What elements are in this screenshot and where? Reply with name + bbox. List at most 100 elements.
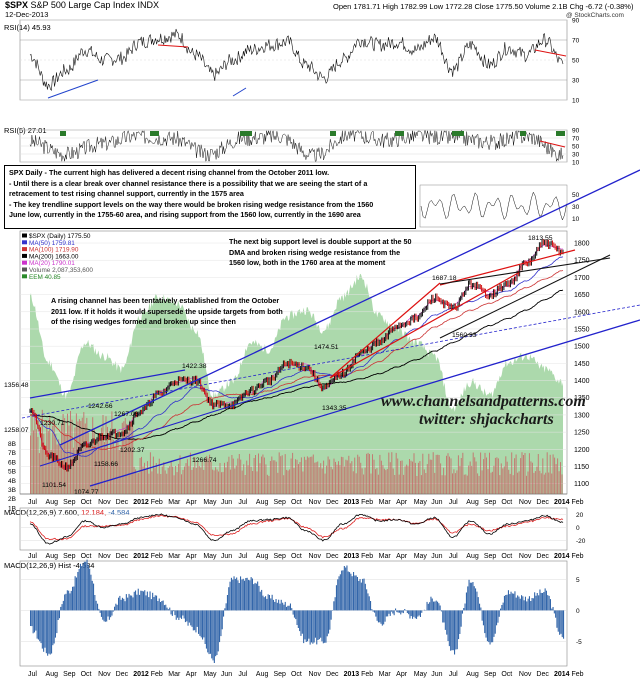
macd-signal-line xyxy=(29,514,564,541)
price-label: 1101.54 xyxy=(42,482,66,489)
price-x-label: 2012 xyxy=(133,499,149,506)
hist-bar xyxy=(427,603,429,611)
price-x-label: Oct xyxy=(81,499,92,506)
hist-bar xyxy=(346,565,348,611)
volume-bar xyxy=(139,458,141,494)
hist-bar xyxy=(91,580,93,611)
header-symbol: $SPX xyxy=(5,0,29,10)
hist-bar xyxy=(521,595,523,611)
volume-bar xyxy=(423,469,425,494)
hist-bar xyxy=(539,589,541,611)
hist-bar xyxy=(320,610,322,638)
volume-bar xyxy=(352,471,354,494)
macd-x-label: Mar xyxy=(379,553,392,560)
price-x-label: Jun xyxy=(431,499,442,506)
hist-tick: -5 xyxy=(576,639,582,646)
hist-bar xyxy=(106,610,108,622)
volume-bar xyxy=(149,452,151,494)
hist-bar xyxy=(57,610,59,620)
hist-bar xyxy=(419,610,421,617)
volume-bar xyxy=(293,468,295,494)
volume-bar xyxy=(75,413,77,494)
hist-bar xyxy=(270,598,272,611)
volume-bar xyxy=(524,453,526,494)
volume-bar xyxy=(92,417,94,494)
hist-bar xyxy=(316,610,318,645)
price-label: 1356.48 xyxy=(4,382,29,389)
volume-bar xyxy=(178,463,180,494)
hist-bar xyxy=(152,592,154,611)
macd-x-label: Aug xyxy=(466,553,479,560)
hist-bar xyxy=(370,601,372,611)
volume-bar xyxy=(502,468,504,494)
hist-bar xyxy=(249,580,251,611)
volume-bar xyxy=(231,455,233,494)
macd-x-label: 2014 xyxy=(554,553,570,560)
hist-bar xyxy=(211,610,213,659)
note-left-line: A rising channel has been tentatively es… xyxy=(51,296,280,305)
hist-tick: 5 xyxy=(576,577,580,584)
macd-x-label: Mar xyxy=(168,553,181,560)
hist-bar xyxy=(401,610,403,613)
volume-bar xyxy=(425,473,427,494)
volume-bar xyxy=(514,458,516,494)
hist-bar xyxy=(263,597,265,611)
hist-bar xyxy=(196,610,198,627)
volume-bar xyxy=(480,452,482,494)
rsi5-overbought-fill xyxy=(150,131,159,136)
hist-bar xyxy=(540,592,542,611)
hist-bar xyxy=(458,610,460,640)
hist-bar xyxy=(95,600,97,611)
hist-bar xyxy=(104,610,106,622)
rsi5-tick: 30 xyxy=(572,152,580,159)
macd-x-label: Sep xyxy=(484,553,497,560)
volume-bar xyxy=(35,429,37,494)
volume-bar xyxy=(364,467,366,494)
hist-bar xyxy=(56,610,58,634)
hist-bar xyxy=(89,568,91,611)
volume-bar xyxy=(247,465,249,494)
volume-bar xyxy=(392,468,394,494)
volume-bar xyxy=(93,429,95,494)
price-tick: 1100 xyxy=(574,481,589,488)
hist-bar xyxy=(257,581,259,611)
legend-swatch xyxy=(22,267,27,272)
hist-bar xyxy=(555,610,557,618)
hist-label: MACD(12,26,9) Hist -4.584 xyxy=(4,561,94,570)
hist-bar xyxy=(396,610,398,613)
hist-bar xyxy=(224,608,226,611)
volume-bar xyxy=(263,457,265,494)
volume-bar xyxy=(80,420,82,494)
volume-bar xyxy=(406,464,408,494)
rsi5-lower-tick: 30 xyxy=(572,204,580,211)
volume-tick: 7B xyxy=(8,450,16,457)
price-label: 1687.18 xyxy=(432,275,457,282)
hist-bar xyxy=(90,574,92,611)
hist-x-label: 2012 xyxy=(133,671,149,678)
hist-bar xyxy=(169,607,171,611)
macd-x-label: Jul xyxy=(28,553,37,560)
hist-bar xyxy=(225,603,227,611)
hist-bar xyxy=(247,579,249,611)
hist-bar xyxy=(542,593,544,611)
legend-swatch xyxy=(22,240,27,245)
volume-bar xyxy=(542,458,544,494)
volume-bar xyxy=(299,462,301,494)
hist-x-label: Oct xyxy=(81,671,92,678)
hist-bar xyxy=(544,588,546,611)
volume-bar xyxy=(327,456,329,494)
volume-bar xyxy=(64,418,66,494)
macd-x-label: Jul xyxy=(238,553,247,560)
volume-bar xyxy=(491,471,493,494)
volume-bar xyxy=(324,473,326,494)
volume-bar xyxy=(462,452,464,494)
hist-x-label: Nov xyxy=(98,671,111,678)
price-x-label: Dec xyxy=(116,499,129,506)
hist-bar xyxy=(44,610,46,648)
macd-label-signal: 12.184, xyxy=(81,508,108,517)
volume-bar xyxy=(518,471,520,494)
hist-bar xyxy=(506,594,508,611)
hist-bar xyxy=(198,610,200,634)
hist-bar xyxy=(145,595,147,611)
volume-bar xyxy=(435,454,437,494)
